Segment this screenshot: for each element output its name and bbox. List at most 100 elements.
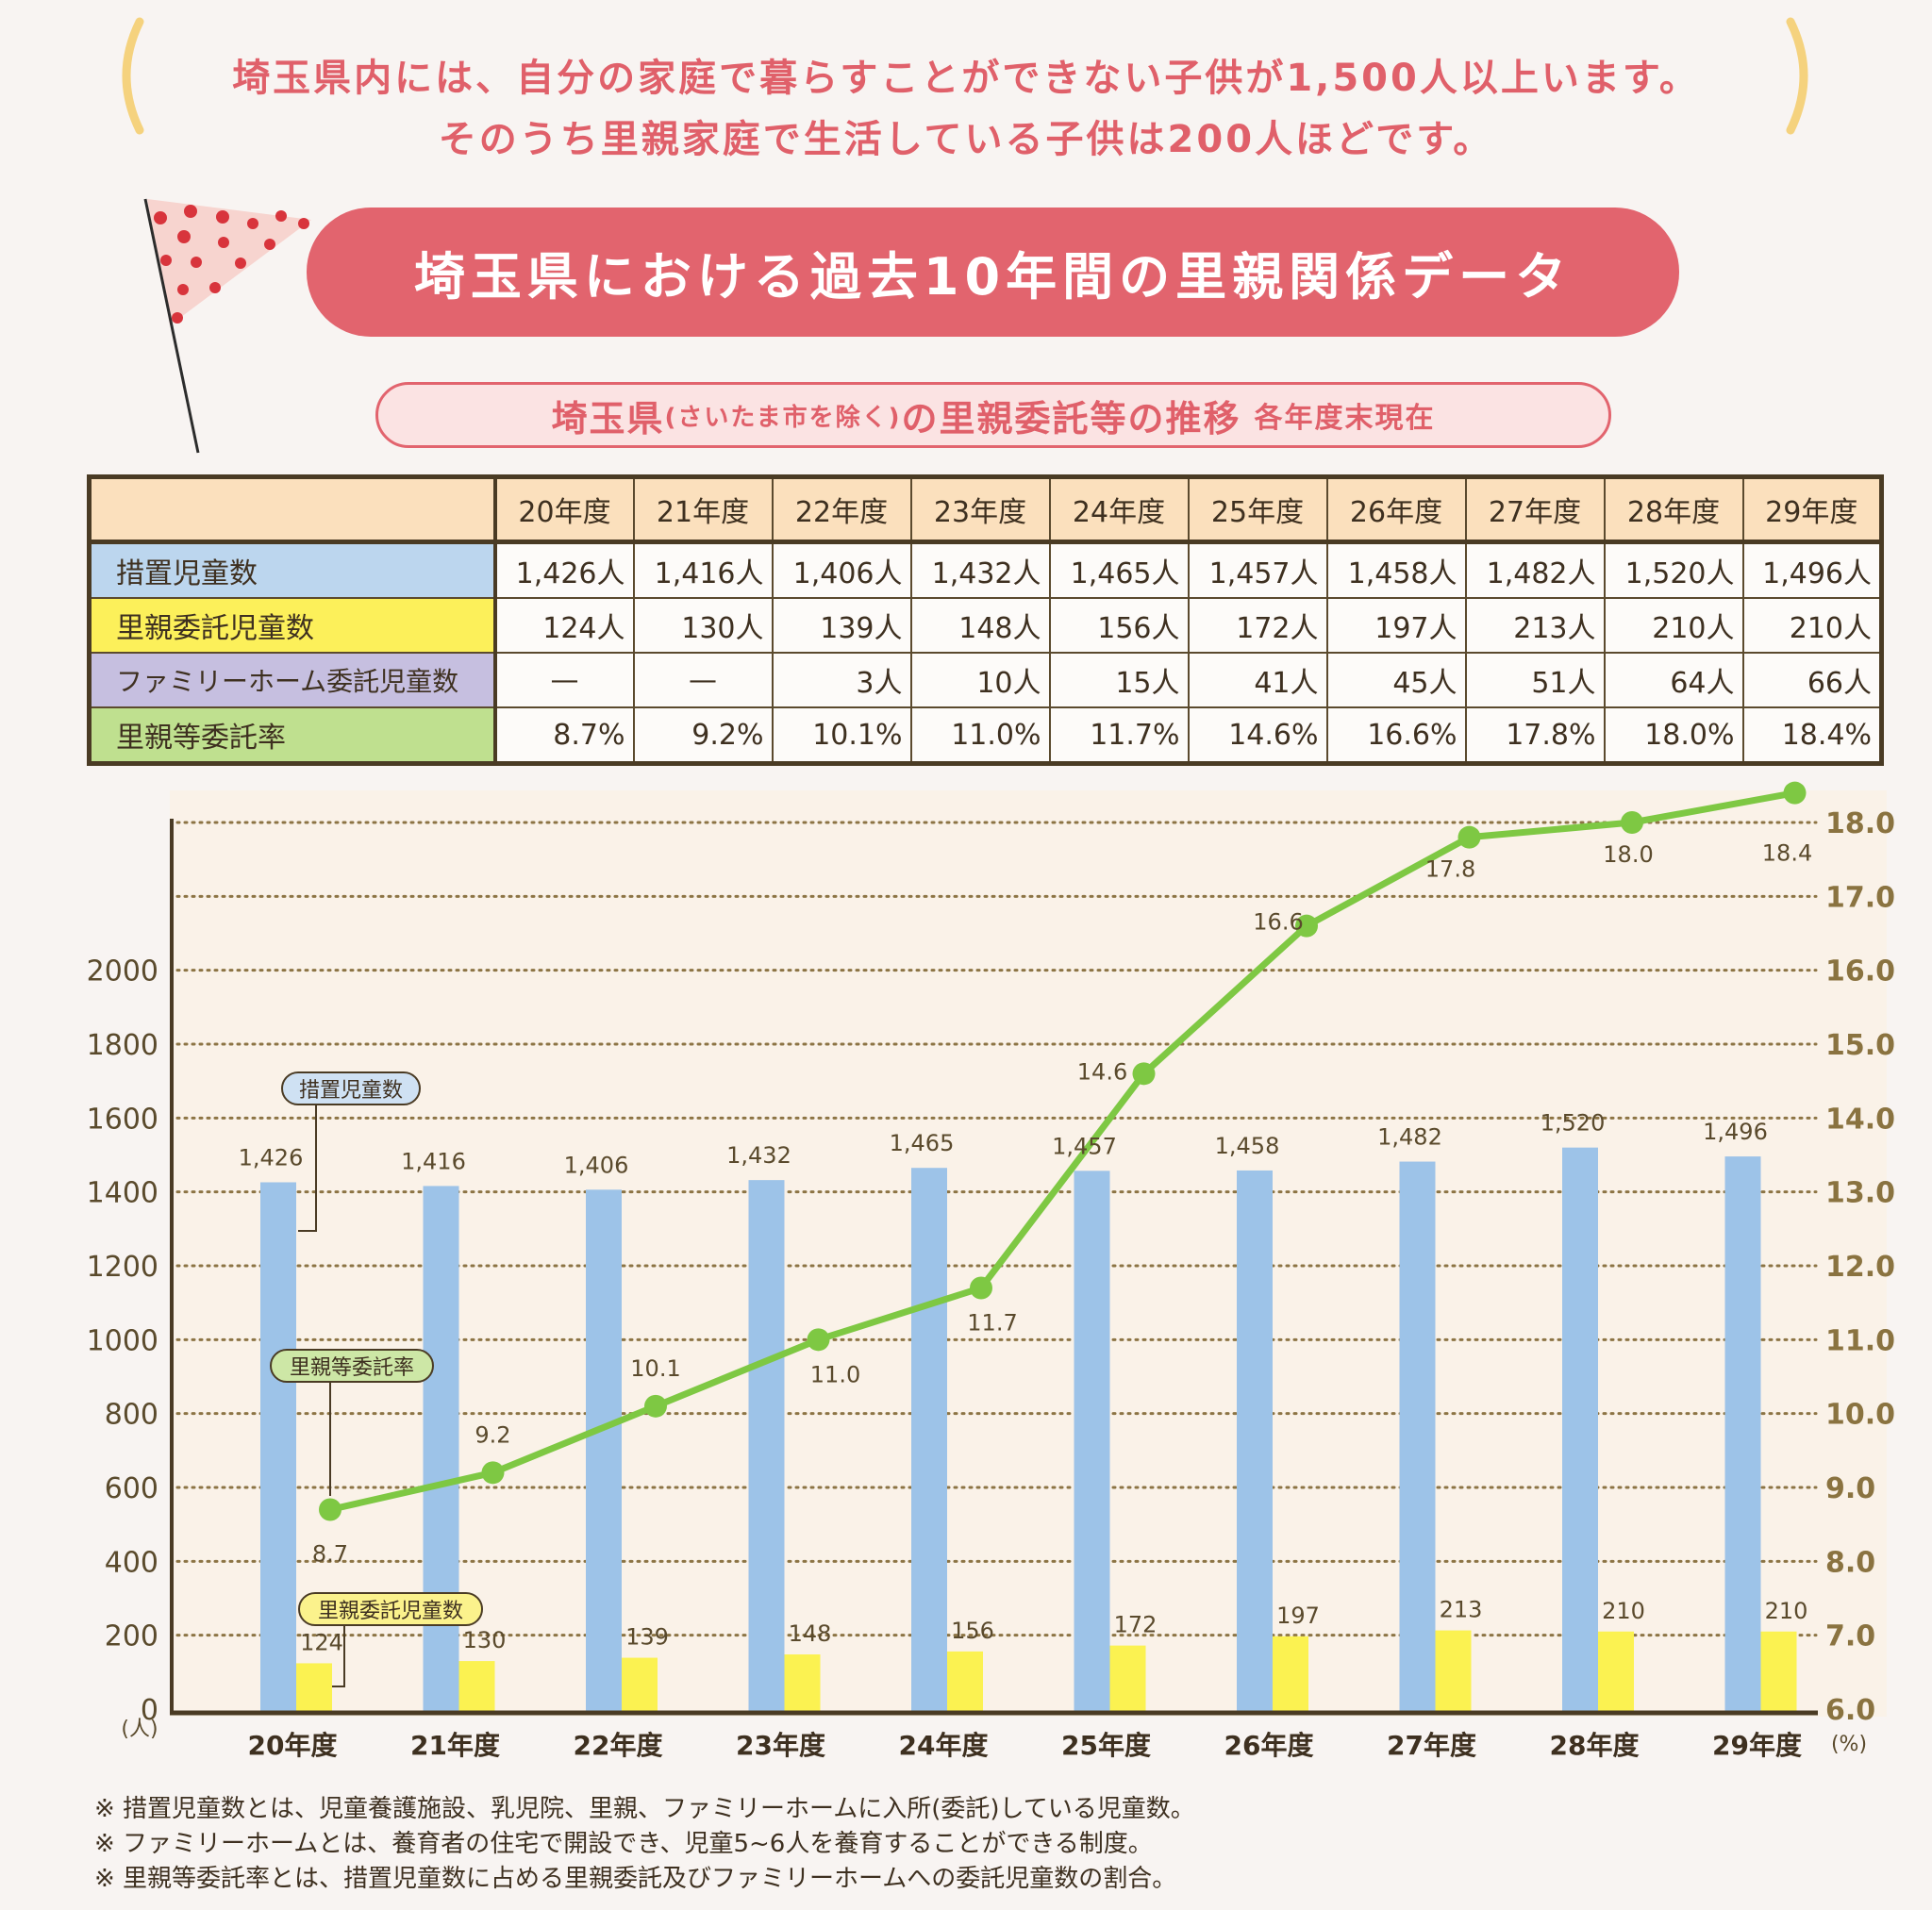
table-cell: 17.8%: [1464, 706, 1606, 765]
table-cell: 1,457人: [1187, 540, 1328, 599]
table-row: 里親等委託率 8.7% 9.2% 10.1% 11.0% 11.7% 14.6%…: [88, 706, 1883, 765]
table-cell: 8.7%: [493, 706, 635, 765]
left-axis-tick: 1400: [87, 1177, 158, 1210]
callout-leader: [332, 1626, 345, 1687]
table-cell: 10.1%: [771, 706, 912, 765]
column-header: 29年度: [1741, 475, 1883, 544]
axes: 0 200 400 600 800 1000 1200 1400 1600 1800 2000 6.0…: [87, 807, 1895, 1761]
table-title-note: 各年度末現在: [1254, 402, 1436, 435]
x-axis-label: 26年度: [1224, 1730, 1314, 1761]
right-axis-tick: 15.0: [1825, 1029, 1895, 1062]
x-axis-label: 29年度: [1712, 1730, 1802, 1761]
table-cell: 148人: [909, 597, 1051, 654]
table-cell: 1,465人: [1048, 540, 1190, 599]
bar-foster-children: [1760, 1631, 1797, 1711]
bar-value-label: 130: [463, 1627, 507, 1653]
table-cell: 210人: [1603, 597, 1744, 654]
footnote: ※ 措置児童数とは、児童養護施設、乳児院、里親、ファミリーホームに入所(委託)し…: [94, 1795, 1195, 1823]
table-cell: 16.6%: [1325, 706, 1467, 765]
bar-value-label: 1,426: [239, 1144, 304, 1171]
bar-placement-children: [1562, 1147, 1598, 1711]
table-cell: 1,406人: [771, 540, 912, 599]
column-header: 22年度: [771, 475, 912, 544]
bar-placement-children: [260, 1182, 296, 1711]
table-cell: 11.7%: [1048, 706, 1190, 765]
x-axis-label: 23年度: [736, 1730, 825, 1761]
table-cell: 213人: [1464, 597, 1606, 654]
bar-value-label: 156: [951, 1618, 994, 1644]
table-cell: 210人: [1741, 597, 1883, 654]
table-header-row: 20年度 21年度 22年度 23年度 24年度 25年度 26年度 27年度 …: [88, 475, 1883, 544]
rate-value-label: 16.6: [1253, 909, 1303, 936]
table-row: ファミリーホーム委託児童数 — — 3人 10人 15人 41人 45人 51人…: [88, 652, 1883, 708]
right-axis-tick: 18.0: [1825, 807, 1895, 840]
table-cell: 41人: [1187, 652, 1328, 708]
table-cell: 197人: [1325, 597, 1467, 654]
rate-marker: [644, 1394, 667, 1418]
table-cell: 1,426人: [493, 540, 635, 599]
bar-value-label: 172: [1114, 1612, 1158, 1638]
right-axis-tick: 14.0: [1825, 1103, 1895, 1136]
bar-value-label: 1,406: [564, 1152, 629, 1178]
data-table: 20年度 21年度 22年度 23年度 24年度 25年度 26年度 27年度 …: [87, 474, 1884, 766]
table-title-paren: (さいたま市を除く): [664, 403, 902, 432]
bar-value-label: 210: [1602, 1598, 1645, 1624]
table-cell: —: [493, 652, 635, 708]
column-header: 21年度: [632, 475, 774, 544]
bar-value-label: 148: [789, 1620, 832, 1647]
right-axis-tick: 6.0: [1825, 1694, 1875, 1727]
right-paren-decoration: [1786, 17, 1808, 135]
bar-placement-children: [748, 1180, 785, 1711]
bar-foster-children: [784, 1654, 821, 1711]
intro-line-1: 埼玉県内には、自分の家庭で暮らすことができない子供が1,500人以上います。: [232, 57, 1700, 100]
rate-value-label: 11.0: [810, 1361, 860, 1387]
bar-value-label: 1,458: [1215, 1133, 1280, 1159]
right-axis-tick: 10.0: [1825, 1399, 1895, 1432]
section-title: 埼玉県における過去10年間の里親関係データ: [413, 247, 1573, 307]
column-header: 20年度: [493, 475, 635, 544]
bar-foster-children: [458, 1661, 495, 1711]
table-cell: 10人: [909, 652, 1051, 708]
bar-placement-children: [1724, 1156, 1761, 1711]
table-cell: 51人: [1464, 652, 1606, 708]
footnotes: ※ 措置児童数とは、児童養護施設、乳児院、里親、ファミリーホームに入所(委託)し…: [94, 1792, 1887, 1897]
footnote: ※ ファミリーホームとは、養育者の住宅で開設でき、児童5~6人を養育することがで…: [94, 1830, 1153, 1858]
section-title-banner: 埼玉県における過去10年間の里親関係データ: [307, 208, 1679, 337]
right-axis-tick: 11.0: [1825, 1324, 1895, 1357]
table-title-banner: 埼玉県 (さいたま市を除く) の里親委託等の推移 各年度末現在: [375, 382, 1611, 448]
bar-foster-children: [296, 1663, 332, 1711]
table-cell: 156人: [1048, 597, 1190, 654]
row-label: ファミリーホーム委託児童数: [88, 652, 497, 708]
left-axis-tick: 1200: [87, 1251, 158, 1284]
x-axis-label: 28年度: [1550, 1730, 1640, 1761]
bar-value-label: 210: [1765, 1598, 1808, 1624]
left-axis-unit: (人): [121, 1718, 158, 1741]
rate-marker: [1295, 914, 1318, 938]
rate-marker: [807, 1328, 830, 1352]
table-title-suffix: の里親委託等の推移: [901, 397, 1241, 440]
legend-callout-placement: 措置児童数: [281, 1071, 421, 1105]
bar-placement-children: [586, 1189, 622, 1711]
left-paren-decoration: [122, 17, 144, 135]
bar-value-label: 1,520: [1541, 1110, 1606, 1137]
bar-value-label: 1,416: [401, 1148, 466, 1174]
column-header: 25年度: [1187, 475, 1328, 544]
gridlines: [175, 821, 1818, 1637]
bar-foster-children: [1273, 1636, 1308, 1711]
value-labels: 1,426 1,416 1,406 1,432 1,465 1,457 1,458 1,482…: [239, 840, 1813, 1656]
table-cell: 18.4%: [1741, 706, 1883, 765]
table-cell: 66人: [1741, 652, 1883, 708]
table-cell: 139人: [771, 597, 912, 654]
rate-value-label: 11.7: [967, 1310, 1017, 1337]
rate-marker: [1132, 1062, 1156, 1086]
table-cell: 1,458人: [1325, 540, 1467, 599]
right-axis-tick: 13.0: [1825, 1177, 1895, 1210]
rate-value-label: 18.4: [1762, 840, 1812, 867]
table-cell: 18.0%: [1603, 706, 1744, 765]
table-cell: 14.6%: [1187, 706, 1328, 765]
column-header: 28年度: [1603, 475, 1744, 544]
bar-placement-children: [1074, 1171, 1110, 1711]
bar-foster-children: [1109, 1645, 1146, 1711]
rate-line-path: [329, 789, 1796, 1513]
x-axis-label: 27年度: [1387, 1730, 1476, 1761]
